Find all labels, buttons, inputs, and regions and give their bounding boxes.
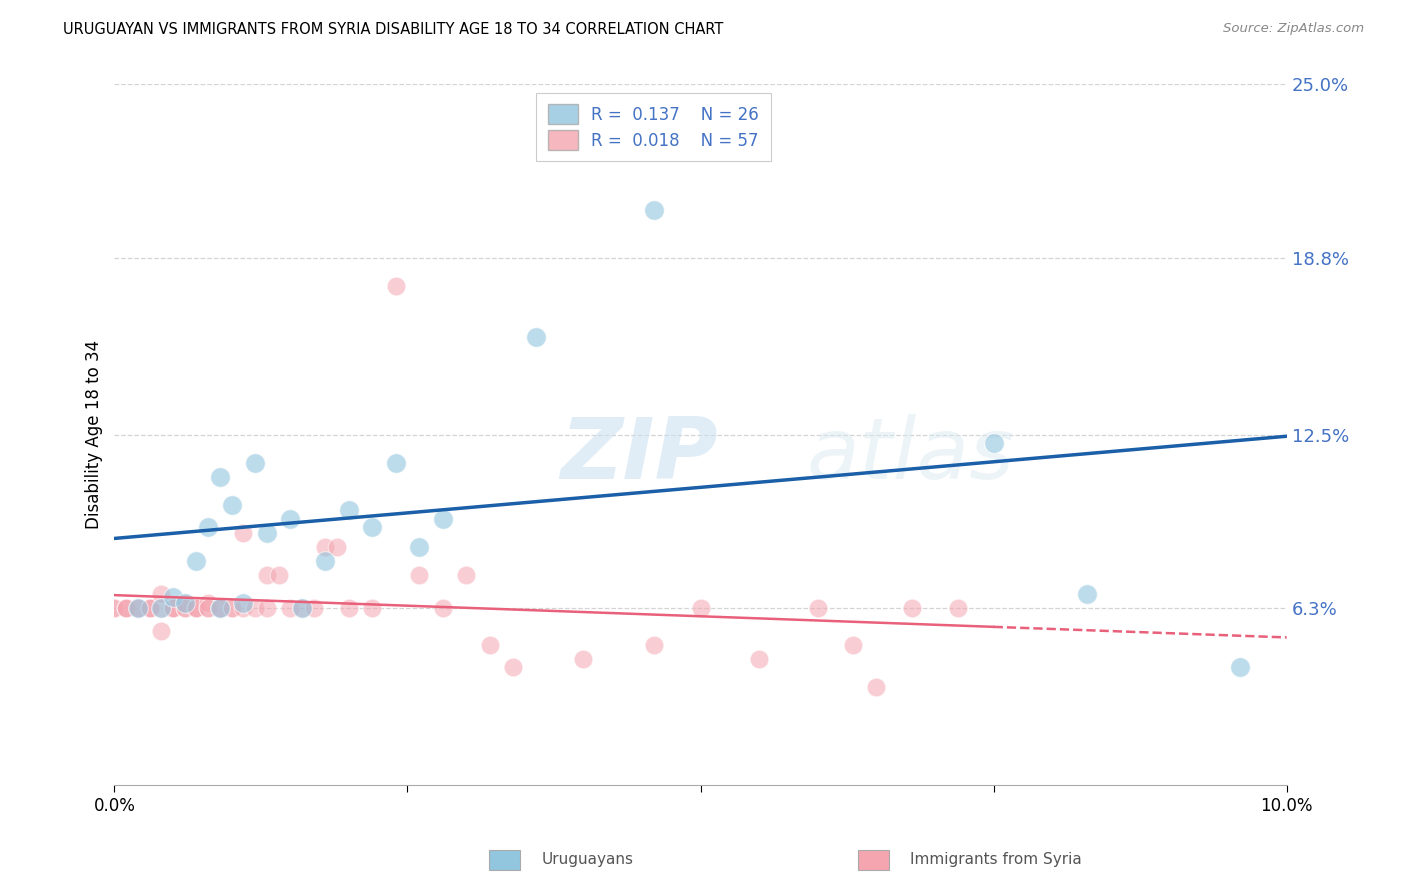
Point — [208, 601, 231, 615]
Point — [208, 469, 231, 483]
Point — [150, 624, 173, 638]
Point — [162, 590, 184, 604]
Point — [173, 596, 195, 610]
Point — [186, 601, 208, 615]
Point — [138, 601, 160, 615]
Text: ZIP: ZIP — [560, 414, 717, 497]
Point — [326, 540, 349, 554]
Point — [197, 601, 219, 615]
Text: URUGUAYAN VS IMMIGRANTS FROM SYRIA DISABILITY AGE 18 TO 34 CORRELATION CHART: URUGUAYAN VS IMMIGRANTS FROM SYRIA DISAB… — [63, 22, 724, 37]
Point — [337, 503, 360, 517]
Point — [243, 456, 266, 470]
Point — [138, 601, 160, 615]
Point — [138, 601, 160, 615]
Point — [291, 601, 314, 615]
Point — [983, 436, 1005, 450]
Point — [173, 596, 195, 610]
Point — [243, 601, 266, 615]
Point — [115, 601, 138, 615]
Point — [162, 601, 184, 615]
Point — [432, 601, 454, 615]
Point — [865, 680, 887, 694]
Point — [186, 601, 208, 615]
Point — [361, 601, 384, 615]
Text: Immigrants from Syria: Immigrants from Syria — [910, 853, 1081, 867]
Point — [807, 601, 830, 615]
Point — [115, 601, 138, 615]
Point — [502, 660, 524, 674]
Point — [256, 525, 278, 540]
Point — [526, 329, 548, 343]
Point — [384, 456, 406, 470]
Point — [221, 601, 243, 615]
Point — [256, 567, 278, 582]
Point — [221, 498, 243, 512]
Point — [408, 540, 430, 554]
Legend: R =  0.137    N = 26, R =  0.018    N = 57: R = 0.137 N = 26, R = 0.018 N = 57 — [537, 93, 770, 161]
Point — [232, 596, 254, 610]
Point — [384, 279, 406, 293]
Point — [314, 554, 336, 568]
Point — [150, 587, 173, 601]
Point — [643, 638, 665, 652]
Point — [162, 601, 184, 615]
Point — [291, 601, 314, 615]
Point — [666, 133, 689, 147]
Point — [278, 511, 301, 525]
Point — [842, 638, 865, 652]
Point — [314, 540, 336, 554]
Point — [162, 601, 184, 615]
Text: atlas: atlas — [806, 414, 1014, 497]
Point — [267, 567, 290, 582]
Point — [1076, 587, 1098, 601]
Point — [256, 601, 278, 615]
Point — [478, 638, 501, 652]
Point — [103, 601, 125, 615]
Point — [197, 520, 219, 534]
Point — [186, 601, 208, 615]
Point — [456, 567, 478, 582]
Y-axis label: Disability Age 18 to 34: Disability Age 18 to 34 — [86, 340, 103, 529]
Point — [432, 511, 454, 525]
Point — [900, 601, 922, 615]
Text: Source: ZipAtlas.com: Source: ZipAtlas.com — [1223, 22, 1364, 36]
Point — [643, 203, 665, 218]
Text: Uruguayans: Uruguayans — [541, 853, 633, 867]
Point — [150, 601, 173, 615]
Point — [572, 651, 595, 665]
Point — [186, 554, 208, 568]
Point — [127, 601, 149, 615]
Point — [337, 601, 360, 615]
Point — [361, 520, 384, 534]
Point — [232, 601, 254, 615]
Point — [197, 601, 219, 615]
Point — [1229, 660, 1251, 674]
Point — [748, 651, 770, 665]
Point — [150, 601, 173, 615]
Point — [127, 601, 149, 615]
Point — [302, 601, 325, 615]
Point — [208, 601, 231, 615]
Point — [127, 601, 149, 615]
Point — [103, 601, 125, 615]
Point — [408, 567, 430, 582]
Point — [689, 601, 711, 615]
Point — [948, 601, 970, 615]
Point — [221, 601, 243, 615]
Point — [197, 596, 219, 610]
Point — [115, 601, 138, 615]
Point — [208, 601, 231, 615]
Point — [278, 601, 301, 615]
Point — [173, 601, 195, 615]
Point — [232, 525, 254, 540]
Point — [173, 601, 195, 615]
